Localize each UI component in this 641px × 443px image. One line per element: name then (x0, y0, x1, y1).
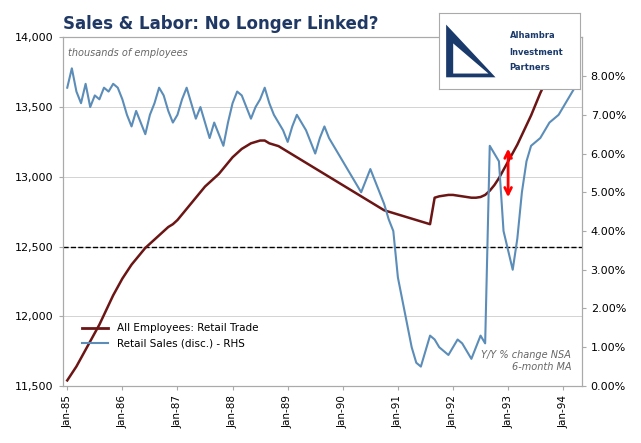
Text: thousands of employees: thousands of employees (68, 48, 188, 58)
Legend: All Employees: Retail Trade, Retail Sales (disc.) - RHS: All Employees: Retail Trade, Retail Sale… (78, 319, 262, 353)
Polygon shape (446, 25, 495, 77)
Text: Y/Y % change NSA
6-month MA: Y/Y % change NSA 6-month MA (481, 350, 571, 372)
Polygon shape (453, 43, 488, 74)
Text: Alhambra: Alhambra (510, 31, 555, 40)
Text: Investment: Investment (510, 48, 563, 57)
Text: Partners: Partners (510, 63, 551, 72)
Text: Sales & Labor: No Longer Linked?: Sales & Labor: No Longer Linked? (63, 15, 378, 33)
